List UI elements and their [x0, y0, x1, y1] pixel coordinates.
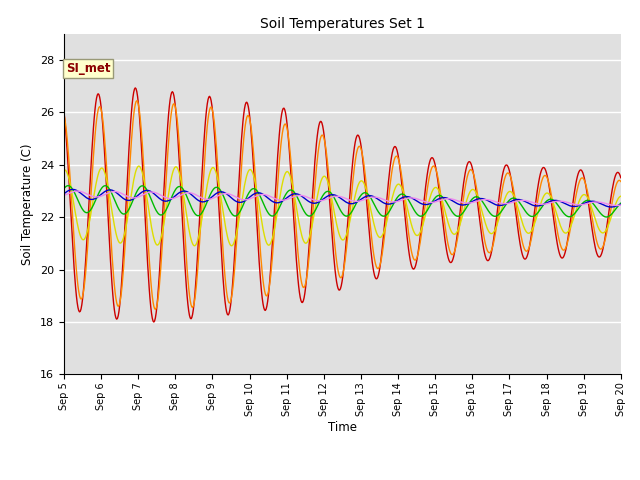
- TC1_32Cm: [68, 187, 76, 192]
- TC1_32Cm: [428, 200, 435, 206]
- TC1_16Cm: [602, 214, 610, 220]
- TC1_4Cm: [70, 237, 78, 242]
- TC1_8Cm: [70, 203, 78, 208]
- TC1_8Cm: [428, 189, 436, 195]
- TC1_50Cm: [612, 203, 620, 208]
- TC1_8Cm: [412, 232, 419, 238]
- Line: TC1_8Cm: TC1_8Cm: [64, 166, 621, 246]
- X-axis label: Time: Time: [328, 421, 357, 434]
- TC1_16Cm: [128, 199, 136, 205]
- TC1_50Cm: [128, 195, 136, 201]
- TC1_50Cm: [74, 188, 81, 194]
- TC1_4Cm: [412, 257, 419, 263]
- TC1_2Cm: [428, 155, 436, 160]
- TC1_2Cm: [617, 175, 625, 180]
- TC1_4Cm: [60, 112, 68, 118]
- Line: TC1_32Cm: TC1_32Cm: [64, 190, 621, 207]
- TC1_2Cm: [70, 264, 78, 270]
- TC1_4Cm: [617, 179, 625, 184]
- TC1_8Cm: [60, 167, 68, 173]
- TC1_32Cm: [128, 197, 136, 203]
- Text: SI_met: SI_met: [66, 61, 110, 74]
- TC1_4Cm: [428, 165, 436, 171]
- TC1_32Cm: [411, 197, 419, 203]
- TC1_32Cm: [71, 187, 79, 192]
- Line: TC1_50Cm: TC1_50Cm: [64, 191, 621, 205]
- Y-axis label: Soil Temperature (C): Soil Temperature (C): [22, 143, 35, 265]
- TC1_16Cm: [185, 198, 193, 204]
- TC1_16Cm: [411, 208, 419, 214]
- TC1_2Cm: [150, 319, 157, 325]
- TC1_50Cm: [70, 189, 78, 194]
- TC1_32Cm: [60, 191, 68, 197]
- TC1_16Cm: [64, 183, 72, 189]
- TC1_50Cm: [60, 192, 68, 198]
- TC1_50Cm: [411, 195, 419, 201]
- TC1_2Cm: [215, 206, 223, 212]
- Legend: TC1_2Cm, TC1_4Cm, TC1_8Cm, TC1_16Cm, TC1_32Cm, TC1_50Cm: TC1_2Cm, TC1_4Cm, TC1_8Cm, TC1_16Cm, TC1…: [106, 475, 579, 480]
- Title: Soil Temperatures Set 1: Soil Temperatures Set 1: [260, 17, 425, 31]
- TC1_50Cm: [617, 202, 625, 208]
- Line: TC1_4Cm: TC1_4Cm: [64, 101, 621, 310]
- TC1_2Cm: [60, 109, 68, 115]
- TC1_8Cm: [135, 163, 143, 169]
- Line: TC1_2Cm: TC1_2Cm: [64, 88, 621, 322]
- TC1_16Cm: [617, 200, 625, 206]
- TC1_8Cm: [185, 225, 193, 231]
- TC1_2Cm: [131, 85, 139, 91]
- TC1_2Cm: [412, 263, 419, 268]
- TC1_4Cm: [215, 181, 223, 187]
- TC1_32Cm: [607, 204, 615, 210]
- TC1_32Cm: [214, 190, 222, 195]
- TC1_50Cm: [214, 193, 222, 199]
- Line: TC1_16Cm: TC1_16Cm: [64, 186, 621, 217]
- TC1_32Cm: [617, 202, 625, 207]
- TC1_16Cm: [60, 186, 68, 192]
- TC1_4Cm: [133, 98, 141, 104]
- TC1_2Cm: [127, 110, 135, 116]
- TC1_16Cm: [428, 201, 435, 207]
- TC1_8Cm: [617, 193, 625, 199]
- TC1_50Cm: [428, 200, 435, 205]
- TC1_2Cm: [186, 312, 193, 318]
- TC1_4Cm: [186, 292, 193, 298]
- TC1_32Cm: [185, 190, 193, 195]
- TC1_4Cm: [127, 139, 135, 144]
- TC1_8Cm: [214, 179, 222, 184]
- TC1_50Cm: [185, 190, 193, 195]
- TC1_16Cm: [71, 191, 79, 196]
- TC1_16Cm: [214, 185, 222, 191]
- TC1_8Cm: [227, 243, 235, 249]
- TC1_4Cm: [152, 307, 159, 312]
- TC1_8Cm: [127, 191, 135, 196]
